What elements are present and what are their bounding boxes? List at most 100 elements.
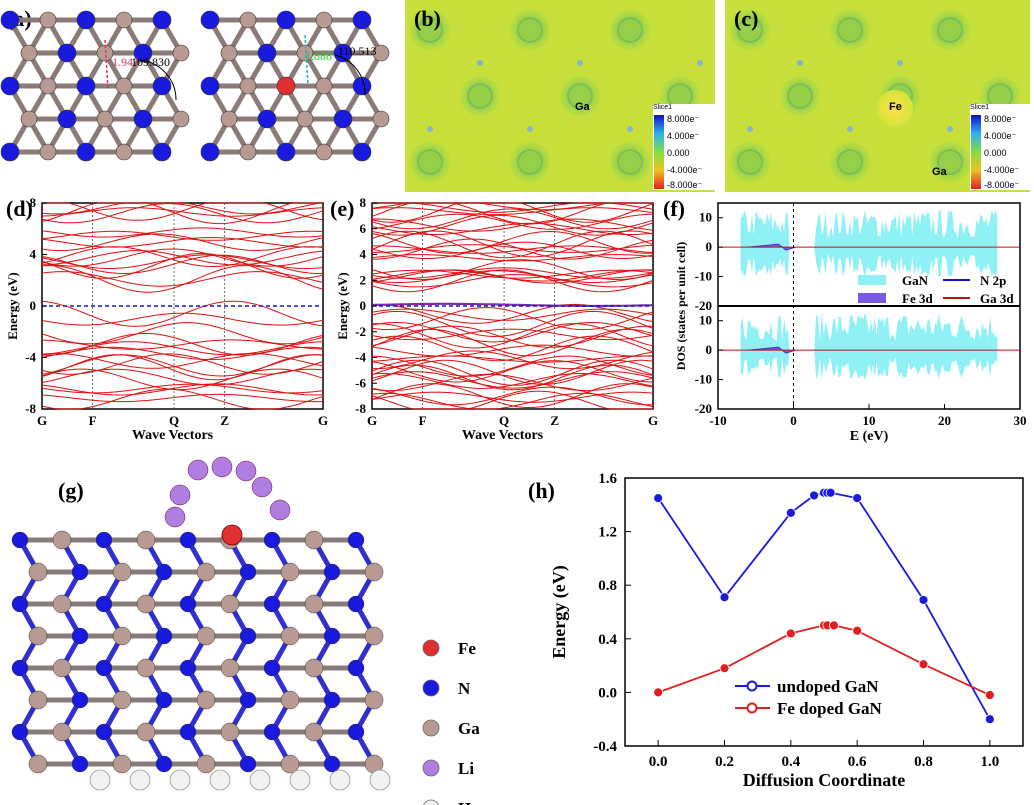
- ga-atom: [239, 143, 257, 161]
- h-atom: [209, 769, 231, 791]
- density-ring: [467, 83, 493, 109]
- ga-atom: [220, 594, 240, 614]
- n-atom: [11, 659, 29, 677]
- x-axis-label: Diffusion Coordinate: [743, 770, 906, 790]
- y-tick-label: 8: [360, 195, 367, 210]
- y-tick-label: 2: [360, 272, 367, 287]
- density-dot: [947, 126, 953, 132]
- ga-atom: [115, 143, 133, 161]
- density-ring: [837, 149, 863, 175]
- density-ring: [737, 17, 763, 43]
- n-atom: [276, 10, 296, 30]
- band-line: [371, 213, 653, 230]
- band-line: [371, 202, 654, 223]
- ga-atom: [20, 44, 38, 62]
- bond-marker-left: [104, 39, 109, 91]
- band-line: [41, 368, 324, 386]
- legend-label-n2p: N 2p: [980, 273, 1006, 288]
- x-tick-label: Z: [550, 413, 559, 428]
- x-tick-label: 0.6: [848, 754, 867, 770]
- band-line: [371, 270, 654, 283]
- colorbar-c-tick: 4.000e⁻: [984, 131, 1017, 141]
- band-line: [371, 373, 654, 389]
- legend-label-li: Li: [458, 759, 474, 778]
- n-atom: [323, 563, 341, 581]
- plot-frame: [624, 477, 1024, 747]
- band-line: [371, 359, 654, 385]
- n-atom: [152, 76, 172, 96]
- li-atom: [269, 499, 291, 521]
- n-atom: [179, 659, 197, 677]
- ga-atom: [28, 690, 48, 710]
- y-tick-label: 1.2: [598, 525, 617, 541]
- n-atom: [76, 76, 96, 96]
- n-atom: [11, 723, 29, 741]
- n-atom: [347, 595, 365, 613]
- n-atom: [347, 659, 365, 677]
- y-axis-label: Energy (eV): [335, 272, 350, 340]
- colorbar-b-tick: -8.000e⁻: [667, 180, 703, 190]
- density-dot: [747, 126, 753, 132]
- band-line: [372, 245, 654, 254]
- ga-atom: [296, 44, 314, 62]
- panel-g-structure: Fe N Ga Li H: [11, 456, 480, 805]
- density-dot: [697, 60, 703, 66]
- ga-atom: [172, 44, 190, 62]
- h-atom: [369, 769, 391, 791]
- band-line: [41, 252, 324, 279]
- y-tick-label: -6: [355, 375, 366, 390]
- band-line: [41, 202, 323, 225]
- x-tick-label: 0.2: [715, 754, 734, 770]
- n-atom: [155, 627, 173, 645]
- h-atom: [89, 769, 111, 791]
- band-line: [371, 269, 654, 279]
- colorbar-b-scale: [654, 115, 664, 189]
- y-tick-label: 10: [699, 210, 712, 225]
- bond-angle-left: 109.830: [131, 55, 170, 69]
- ga-atom: [172, 110, 190, 128]
- n-atom: [0, 10, 20, 30]
- y-axis-label: Energy (eV): [5, 272, 20, 340]
- ga-atom: [280, 754, 300, 774]
- ga-atom: [304, 594, 324, 614]
- x-tick-label: 0.8: [914, 754, 933, 770]
- x-tick-label: 30: [1014, 413, 1027, 428]
- ga-atom: [280, 690, 300, 710]
- li-atom: [164, 506, 186, 528]
- band-line: [371, 328, 654, 341]
- band-line: [371, 335, 654, 362]
- ga-atom: [196, 690, 216, 710]
- series-point: [719, 592, 730, 603]
- legend-label-h: H: [458, 799, 471, 805]
- x-tick-label: 1.0: [980, 754, 999, 770]
- band-line: [41, 207, 324, 217]
- x-tick-label: G: [37, 413, 47, 428]
- y-tick-label: -20: [695, 298, 712, 313]
- series-point: [829, 620, 839, 631]
- ga-atom: [52, 658, 72, 678]
- y-axis-label: DOS (states per unit cell): [674, 242, 688, 370]
- band-line: [41, 339, 324, 350]
- bond-marker-right: [304, 34, 309, 86]
- band-line: [371, 386, 654, 406]
- colorbar-b: Slice1 8.000e⁻ 4.000e⁻ 0.000 -4.000e⁻ -8…: [653, 104, 715, 190]
- ga-atom: [39, 77, 57, 95]
- n-atom: [95, 659, 113, 677]
- n-atom: [323, 691, 341, 709]
- n-atom: [239, 563, 257, 581]
- series-point: [825, 487, 836, 498]
- series-point: [984, 714, 995, 725]
- colorbar-b-tick: 4.000e⁻: [667, 131, 700, 141]
- x-tick-label: Z: [220, 413, 229, 428]
- density-dot: [477, 60, 483, 66]
- density-dot: [627, 126, 633, 132]
- band-line: [371, 321, 654, 343]
- y-tick-label: -8: [355, 401, 366, 416]
- panel-f-label: (f): [663, 196, 685, 221]
- colorbar-c-tick: -8.000e⁻: [984, 180, 1020, 190]
- series-point: [918, 659, 929, 670]
- band-line: [41, 202, 324, 224]
- n-atom: [239, 691, 257, 709]
